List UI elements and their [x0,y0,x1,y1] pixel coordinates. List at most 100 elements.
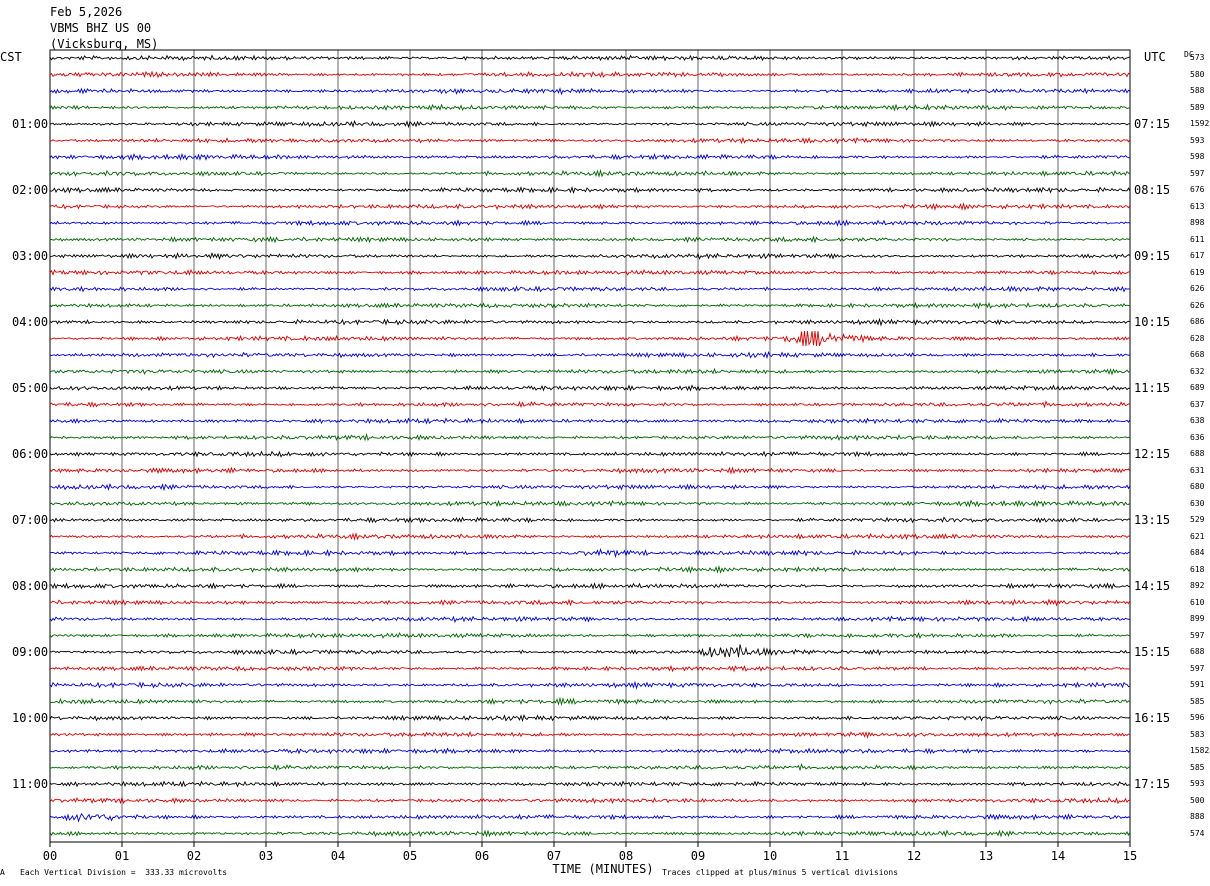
seismic-trace [49,367,1131,376]
scale-note: Each Vertical Division = 333.33 microvol… [20,868,228,877]
right-hour-label: 12:15 [1134,447,1171,461]
right-hour-label: 11:15 [1134,381,1171,395]
right-hour-label: 16:15 [1134,711,1171,725]
seismic-trace [49,531,1130,541]
left-hour-label: 08:00 [12,579,49,593]
seismic-trace [49,631,1131,640]
seismic-trace [49,615,1131,624]
dc-value-label: 529 [1190,515,1205,524]
right-hour-label: 17:15 [1134,777,1171,791]
seismic-trace [49,185,1131,195]
x-tick-label: 04 [331,849,345,863]
x-tick-label: 07 [547,849,561,863]
dc-value-label: 574 [1190,828,1205,838]
clip-note: Traces clipped at plus/minus 5 vertical … [662,868,899,877]
right-timezone-label: UTC [1144,50,1166,64]
x-tick-label: 05 [403,849,417,863]
dc-value-label: 888 [1190,812,1205,821]
dc-value-label: 598 [1190,152,1205,161]
station-label: VBMS BHZ US 00 [50,21,152,35]
left-hour-label: 07:00 [12,513,49,527]
seismic-trace [49,168,1131,178]
plot-frame [49,49,1131,843]
dc-value-label: 630 [1190,498,1205,508]
seismic-trace [49,432,1131,442]
left-hour-label: 05:00 [12,381,49,395]
x-tick-label: 03 [259,849,273,863]
dc-value-label: 626 [1190,300,1205,310]
dc-value-label: 610 [1190,597,1205,607]
seismic-trace [49,152,1131,161]
seismic-trace [49,812,1131,823]
seismic-trace [49,351,1131,360]
x-tick-label: 00 [43,849,57,863]
left-hour-label: 03:00 [12,249,49,263]
dc-value-label: 637 [1190,399,1205,409]
seismic-trace [49,680,1131,690]
dc-value-label: 619 [1190,267,1205,277]
seismic-trace [49,664,1131,673]
dc-value-label: 573 [1190,53,1205,62]
dc-value-label: 613 [1190,201,1205,211]
seismic-trace [49,251,1131,261]
left-hour-label: 01:00 [12,117,49,131]
date-label: Feb 5,2026 [50,5,123,19]
left-hour-label: 10:00 [12,711,49,725]
x-tick-label: 11 [835,849,849,863]
dc-value-label: 689 [1190,383,1205,392]
seismic-trace [49,87,1131,96]
seismic-trace [49,450,1131,458]
dc-value-label: 585 [1190,762,1205,772]
seismic-trace [49,644,1131,658]
seismic-trace [49,103,1131,112]
seismic-trace [49,598,1131,607]
dc-value-label: 636 [1190,432,1205,442]
right-hour-label: 08:15 [1134,183,1171,197]
seismic-trace [49,136,1131,145]
seismic-trace [49,119,1130,129]
dc-value-label: 680 [1190,482,1205,491]
dc-value-label: 585 [1190,696,1205,706]
x-tick-label: 01 [115,849,129,863]
left-hour-label: 06:00 [12,447,49,461]
dc-value-label: 593 [1190,135,1205,145]
seismic-trace [49,714,1131,723]
left-hour-label: 11:00 [12,777,49,791]
dc-value-label: 688 [1190,647,1205,656]
seismic-trace [49,747,1131,755]
dc-value-label: 588 [1190,86,1205,95]
dc-value-label: 631 [1190,465,1205,475]
right-hour-label: 14:15 [1134,579,1171,593]
seismic-trace [49,499,1131,508]
seismic-trace [49,54,1131,62]
dc-value-label: 632 [1190,366,1205,376]
seismic-trace [49,516,1131,524]
seismic-trace [49,466,1131,475]
dc-value-label: 684 [1190,548,1205,557]
dc-value-label: 1582 [1190,746,1210,755]
seismic-trace [49,268,1131,276]
seismic-trace [49,482,1131,492]
x-tick-label: 08 [619,849,633,863]
seismic-trace [49,730,1131,739]
seismic-trace [49,763,1131,772]
dc-value-label: 597 [1190,168,1205,178]
seismic-trace [49,219,1131,227]
seismic-trace [50,582,1131,591]
seismic-trace [49,235,1131,244]
x-tick-label: 14 [1051,849,1065,863]
dc-value-label: 589 [1190,102,1205,112]
left-hour-label: 02:00 [12,183,49,197]
x-tick-label: 02 [187,849,201,863]
seismic-trace [49,548,1131,559]
x-axis-label: TIME (MINUTES) [552,862,653,876]
dc-value-label: 593 [1190,779,1205,788]
dc-value-label: 638 [1190,416,1205,425]
dc-value-label: 626 [1190,284,1205,293]
seismic-trace [49,795,1131,805]
dc-value-label: 676 [1190,185,1205,194]
right-hour-label: 13:15 [1134,513,1171,527]
seismic-trace [49,330,1131,347]
dc-value-label: 596 [1190,713,1205,722]
